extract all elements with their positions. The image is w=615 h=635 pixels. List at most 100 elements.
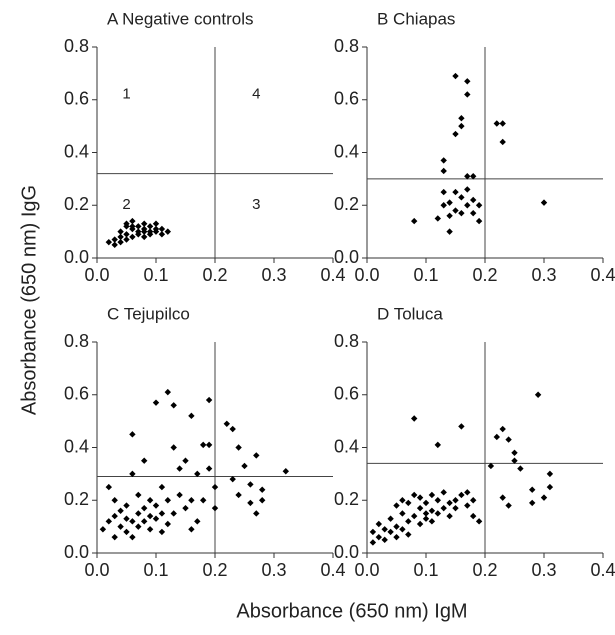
point [229,475,236,483]
point [499,120,506,127]
point [205,396,213,404]
point [164,497,171,504]
point [141,457,148,464]
point [464,489,471,496]
point [129,223,136,230]
point [194,470,201,478]
point [422,499,430,507]
point [464,78,471,85]
point [440,202,447,209]
point [493,433,500,441]
point [152,502,160,509]
x-tick-label: 0.1 [143,560,168,580]
x-tick-label: 0.1 [143,265,168,285]
point [499,494,506,501]
x-tick-label: 0.3 [261,265,286,285]
x-tick-label: 0.3 [531,560,556,580]
point [487,462,495,470]
point [146,497,154,504]
y-axis-label: Absorbance (650 nm) IgG [18,185,40,415]
quadrant-label: 4 [252,85,260,102]
point [158,510,166,517]
panel-title: C Tejupilco [107,304,190,323]
point [534,391,542,398]
point [446,499,453,507]
y-tick-label: 0.8 [334,36,359,56]
point [499,425,506,433]
point [146,231,154,238]
point [282,468,289,475]
point [399,510,406,517]
point [205,441,213,449]
point [205,465,213,472]
y-tick-label: 0.4 [64,141,89,161]
point [381,536,388,544]
point [170,402,177,409]
quadrant-label: 1 [122,85,130,102]
point [422,510,430,517]
point [440,157,447,164]
point [405,531,412,538]
point [176,491,183,499]
point [164,228,171,235]
point [135,223,142,230]
point [440,188,447,196]
point [416,494,424,501]
point [546,470,554,478]
point [393,533,400,541]
point [393,502,400,509]
point [259,486,266,493]
point [158,528,166,536]
point [211,483,219,491]
y-tick-label: 0.0 [64,542,89,562]
x-tick-label: 0.4 [590,265,615,285]
point [141,228,148,235]
point [434,441,441,449]
y-tick-label: 0.6 [334,384,359,404]
point [158,231,166,238]
y-tick-label: 0.6 [64,89,89,109]
point [182,457,189,464]
point [529,499,536,507]
point [511,457,518,464]
point [123,515,130,522]
point [123,231,130,238]
point [247,499,254,507]
point [381,526,388,533]
x-tick-label: 0.2 [202,265,227,285]
y-tick-label: 0.8 [64,36,89,56]
point [247,481,254,488]
point [141,220,148,227]
point [416,520,424,528]
point [499,138,506,146]
point [211,504,219,512]
point [464,91,471,98]
panel-title: D Toluca [377,304,443,323]
point [117,507,124,514]
point [470,497,477,504]
point [470,173,477,180]
point [259,497,266,504]
point [111,236,118,243]
point [105,238,112,246]
x-tick-label: 0.1 [413,265,438,285]
point [458,122,465,130]
y-tick-label: 0.2 [334,489,359,509]
point [129,518,136,525]
point [434,497,441,504]
point [440,167,447,175]
point [458,209,465,217]
point [399,497,406,504]
point [393,523,400,530]
point [111,497,118,504]
point [129,470,136,478]
point [452,207,459,214]
y-tick-label: 0.8 [64,331,89,351]
point [194,518,201,525]
point [546,483,554,491]
point [470,512,477,520]
point [416,504,424,512]
point [141,518,148,525]
point [129,233,136,241]
